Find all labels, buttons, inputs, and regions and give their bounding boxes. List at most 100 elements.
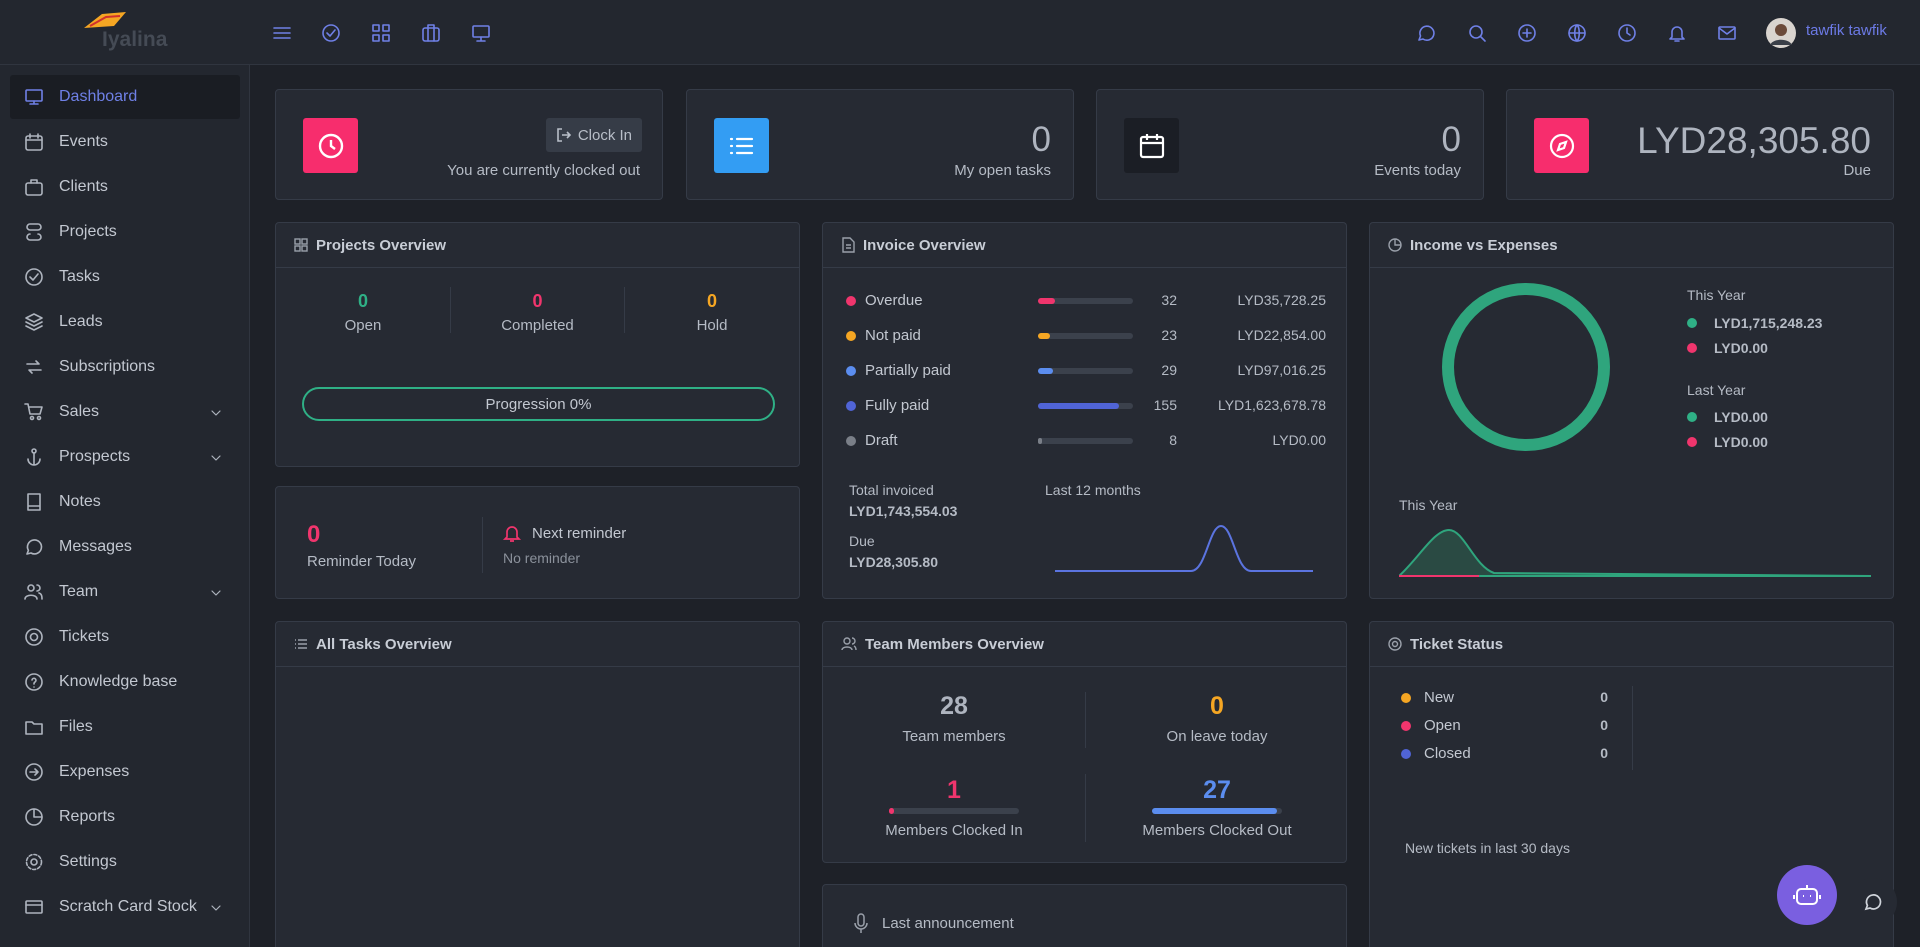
- nav-item[interactable]: Projects: [10, 210, 240, 254]
- nav-icon: [25, 673, 43, 691]
- tickets-header: Ticket Status: [1370, 622, 1893, 667]
- bot-button[interactable]: [1777, 865, 1837, 925]
- nav-icon: [25, 900, 43, 914]
- invoice-amount: LYD35,728.25: [1237, 292, 1326, 308]
- nav-label: Sales: [59, 403, 100, 420]
- nav-item[interactable]: Files: [10, 705, 240, 749]
- open-tasks-value: 0: [1031, 120, 1051, 159]
- clock-in-label: Clock In: [577, 126, 632, 144]
- nav-icon: [25, 133, 43, 151]
- nav-item[interactable]: Knowledge base: [10, 660, 240, 704]
- nav-icon: [24, 584, 43, 600]
- add-icon[interactable]: [1516, 22, 1538, 44]
- nav-icon: [26, 539, 43, 555]
- nav-icon: [25, 268, 43, 286]
- nav-icon: [25, 89, 43, 105]
- last-year-label: Last Year: [1687, 382, 1746, 398]
- bell-icon[interactable]: [1666, 22, 1688, 44]
- grid-icon[interactable]: [370, 22, 392, 44]
- chevron: [211, 455, 221, 461]
- globe-icon[interactable]: [1566, 22, 1588, 44]
- legend-dot: [1687, 343, 1697, 353]
- bar: [1152, 808, 1278, 814]
- status-dot: [1401, 721, 1411, 731]
- nav-item[interactable]: Scratch Card Stock: [10, 885, 240, 929]
- last-year-expenses: LYD0.00: [1714, 434, 1768, 450]
- team-label: Members Clocked In: [885, 822, 1023, 839]
- nav-item[interactable]: Events: [10, 120, 240, 164]
- clock-status: You are currently clocked out: [447, 162, 640, 179]
- chat-icon[interactable]: [1415, 22, 1437, 44]
- nav-item[interactable]: Subscriptions: [10, 345, 240, 389]
- bar: [1038, 438, 1043, 444]
- invoice-title: Invoice Overview: [863, 236, 986, 254]
- ticket-status: New: [1424, 689, 1455, 706]
- nav-icon: [27, 493, 41, 511]
- clock-icon[interactable]: [1616, 22, 1638, 44]
- chevron: [211, 905, 221, 911]
- chat-button[interactable]: [1849, 878, 1897, 926]
- user-name[interactable]: tawfik tawfik: [1806, 22, 1887, 39]
- team-value: 1: [947, 776, 961, 804]
- divider: [1085, 692, 1086, 748]
- nav-label: Events: [59, 133, 108, 150]
- team-value: 27: [1203, 776, 1231, 804]
- avatar[interactable]: [1766, 18, 1796, 48]
- bar: [1038, 368, 1054, 374]
- nav-label: Team: [59, 583, 99, 600]
- nav-item[interactable]: Sales: [10, 390, 240, 434]
- ticket-count: 0: [1600, 689, 1608, 705]
- nav-item[interactable]: Prospects: [10, 435, 240, 479]
- bar-track: [1038, 368, 1133, 374]
- divider: [1632, 686, 1633, 770]
- nav-item[interactable]: Settings: [10, 840, 240, 884]
- nav-item[interactable]: Expenses: [10, 750, 240, 794]
- projects-title: Projects Overview: [316, 236, 447, 254]
- nav-item[interactable]: Tasks: [10, 255, 240, 299]
- invoice-status: Partially paid: [865, 362, 951, 379]
- due-label: Due: [849, 533, 875, 549]
- tasks-tile: [714, 118, 769, 173]
- open-tasks-label: My open tasks: [954, 162, 1051, 179]
- invoice-status: Not paid: [865, 327, 921, 344]
- total-label: Total invoiced: [849, 482, 934, 498]
- nav-item[interactable]: Team: [10, 570, 240, 614]
- income-title: Income vs Expenses: [1410, 236, 1558, 254]
- team-label: Team members: [902, 728, 1006, 745]
- nav-item[interactable]: Messages: [10, 525, 240, 569]
- brand: Iyalina: [102, 28, 168, 51]
- clock-in-button[interactable]: Clock In: [545, 118, 642, 152]
- clock-card: Clock In You are currently clocked out: [275, 89, 663, 200]
- bell-icon: [502, 526, 522, 542]
- last-year-income: LYD0.00: [1714, 409, 1768, 425]
- monitor-icon[interactable]: [470, 22, 492, 44]
- nav-label: Clients: [59, 178, 108, 195]
- menu-icon[interactable]: [271, 22, 293, 44]
- nav-item[interactable]: Reports: [10, 795, 240, 839]
- this-year-label: This Year: [1687, 287, 1746, 303]
- project-label: Open: [344, 317, 382, 334]
- search-icon[interactable]: [1466, 22, 1488, 44]
- nav-item[interactable]: Tickets: [10, 615, 240, 659]
- team-title: Team Members Overview: [865, 635, 1044, 653]
- legend-dot: [1687, 412, 1697, 422]
- nav-label: Tickets: [59, 628, 110, 645]
- clock-tile: [303, 118, 358, 173]
- invoice-sparkline: [1055, 524, 1313, 572]
- tasks-icon[interactable]: [320, 22, 342, 44]
- nav-item[interactable]: Dashboard: [10, 75, 240, 119]
- status-dot: [846, 296, 856, 306]
- team-value: 0: [1210, 692, 1224, 720]
- projects-card: Projects Overview Progression 0% 0 Open 0 C…: [275, 222, 800, 467]
- nav-item[interactable]: Notes: [10, 480, 240, 524]
- invoice-header: Invoice Overview: [823, 223, 1346, 268]
- chart-label: This Year: [1399, 497, 1458, 513]
- nav-label: Files: [59, 718, 93, 735]
- this-year-expenses: LYD0.00: [1714, 340, 1768, 356]
- nav-item[interactable]: Clients: [10, 165, 240, 209]
- nav-item[interactable]: Leads: [10, 300, 240, 344]
- invoice-status: Fully paid: [865, 397, 930, 414]
- briefcase-icon[interactable]: [420, 22, 442, 44]
- mail-icon[interactable]: [1716, 22, 1738, 44]
- divider: [450, 287, 451, 333]
